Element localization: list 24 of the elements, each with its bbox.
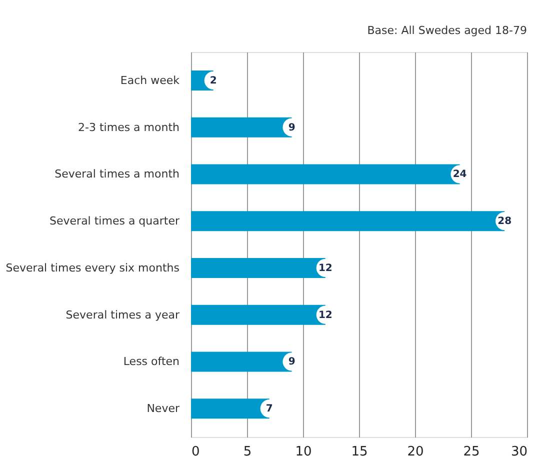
- y-tick-label: Several times a year: [66, 308, 180, 322]
- data-label: 9: [288, 122, 296, 134]
- x-tick-label: 30: [510, 444, 528, 460]
- y-tick-label: Less often: [123, 355, 180, 368]
- data-label: 12: [318, 310, 332, 321]
- x-tick-label: 0: [192, 444, 200, 460]
- data-label: 28: [498, 216, 512, 228]
- data-label: 7: [266, 404, 273, 415]
- y-tick-label: 2-3 times a month: [78, 120, 180, 134]
- data-label: 24: [452, 169, 467, 180]
- data-label: 2: [210, 75, 217, 86]
- y-tick-label: Never: [146, 402, 180, 416]
- text: Base: All Swedes aged 18-79: [367, 24, 527, 37]
- data-label: 12: [318, 262, 332, 274]
- y-tick-label: Several times every six months: [6, 261, 180, 274]
- y-tick-label: Several times a quarter: [50, 214, 180, 228]
- x-tick-label: 5: [243, 444, 252, 460]
- x-tick-label: 10: [295, 444, 312, 460]
- data-label: 9: [288, 356, 296, 368]
- y-tick-label: Each week: [120, 74, 180, 87]
- x-tick-label: 20: [407, 444, 424, 460]
- y-tick-label: Several times a month: [54, 168, 180, 181]
- x-tick-label: 15: [351, 444, 368, 460]
- x-tick-label: 25: [463, 444, 480, 460]
